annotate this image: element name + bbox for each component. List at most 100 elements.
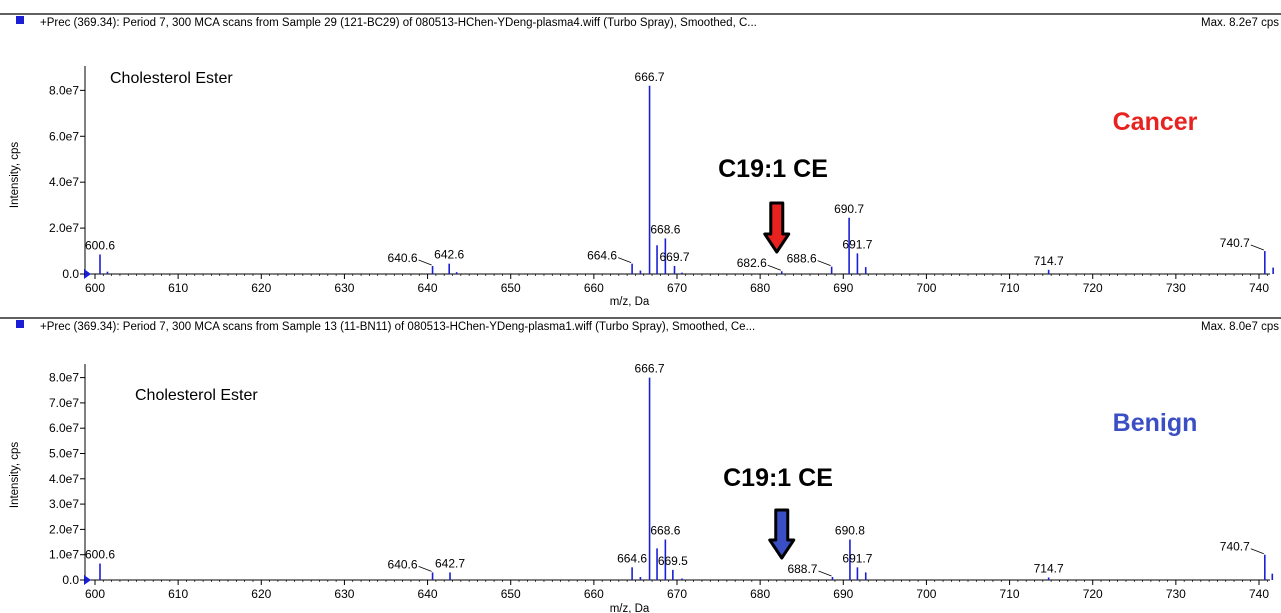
peak-label: 688.7 <box>787 562 817 576</box>
peak-label: 740.7 <box>1220 236 1250 250</box>
peak-label: 642.6 <box>434 248 464 262</box>
peak-label: 640.6 <box>388 557 418 571</box>
x-axis-title: m/z, Da <box>610 296 650 308</box>
y-tick-label: 2.0e7 <box>49 221 79 235</box>
peak-leader <box>817 260 831 267</box>
peak-leader <box>418 259 432 266</box>
x-tick-label: 660 <box>584 587 604 601</box>
x-tick-label: 650 <box>501 587 521 601</box>
y-tick-label: 3.0e7 <box>49 497 79 511</box>
peak-leader <box>1250 244 1264 251</box>
y-axis-title: Intensity, cps <box>9 142 21 209</box>
peak-label: 668.6 <box>650 222 680 236</box>
panel-inner-title: Cholesterol Ester <box>110 70 233 87</box>
x-tick-label: 600 <box>85 587 105 601</box>
x-tick-label: 640 <box>418 587 438 601</box>
x-tick-label: 670 <box>667 587 687 601</box>
y-tick-label: 4.0e7 <box>49 472 79 486</box>
baseline-marker-icon <box>84 269 91 279</box>
x-tick-label: 680 <box>750 281 770 295</box>
x-tick-label: 700 <box>916 281 936 295</box>
y-tick-label: 7.0e7 <box>49 396 79 410</box>
x-tick-label: 600 <box>85 281 105 295</box>
y-tick-label: 8.0e7 <box>49 83 79 97</box>
x-tick-label: 720 <box>1083 587 1103 601</box>
peak-label: 664.6 <box>617 551 647 565</box>
peak-label: 714.7 <box>1034 561 1064 575</box>
peak-label: 666.7 <box>635 362 665 376</box>
y-axis-title: Intensity, cps <box>9 442 21 509</box>
x-tick-label: 610 <box>168 281 188 295</box>
y-tick-label: 5.0e7 <box>49 446 79 460</box>
scan-header: +Prec (369.34): Period 7, 300 MCA scans … <box>40 17 757 29</box>
peak-label: 669.5 <box>658 554 688 568</box>
peak-leader <box>818 570 832 577</box>
panel-inner-title: Cholesterol Ester <box>135 387 258 404</box>
chart-panel-benign: +Prec (369.34): Period 7, 300 MCA scans … <box>0 317 1281 613</box>
peak-label: 740.7 <box>1220 540 1250 554</box>
peak-leader <box>418 566 432 572</box>
max-intensity-label: Max. 8.0e7 cps <box>1201 321 1279 333</box>
y-tick-label: 4.0e7 <box>49 175 79 189</box>
y-tick-label: 8.0e7 <box>49 371 79 385</box>
max-intensity-label: Max. 8.2e7 cps <box>1201 17 1279 29</box>
trace-color-icon <box>16 320 24 328</box>
x-tick-label: 690 <box>833 587 853 601</box>
x-tick-label: 620 <box>251 281 271 295</box>
condition-label: Benign <box>1113 409 1198 437</box>
callout-label: C19:1 CE <box>723 464 833 492</box>
peak-leader <box>767 264 781 271</box>
x-tick-label: 610 <box>168 587 188 601</box>
x-tick-label: 640 <box>418 281 438 295</box>
peak-label: 690.7 <box>834 202 864 216</box>
peak-label: 688.6 <box>787 252 817 266</box>
peak-label: 682.6 <box>737 256 767 270</box>
x-tick-label: 680 <box>750 587 770 601</box>
chart-panel-cancer: +Prec (369.34): Period 7, 300 MCA scans … <box>0 13 1281 308</box>
x-tick-label: 740 <box>1249 587 1269 601</box>
peak-label: 691.7 <box>842 237 872 251</box>
condition-label: Cancer <box>1113 108 1198 136</box>
x-tick-label: 660 <box>584 281 604 295</box>
peak-label: 691.7 <box>842 551 872 565</box>
peak-label: 690.8 <box>835 524 865 538</box>
peak-label: 669.7 <box>659 250 689 264</box>
peak-leader <box>1250 548 1264 555</box>
y-tick-label: 6.0e7 <box>49 421 79 435</box>
scan-header: +Prec (369.34): Period 7, 300 MCA scans … <box>40 321 755 333</box>
y-tick-label: 0.0 <box>62 573 79 587</box>
trace-color-icon <box>16 16 24 24</box>
x-tick-label: 730 <box>1166 587 1186 601</box>
peak-label: 664.6 <box>587 249 617 263</box>
y-tick-label: 1.0e7 <box>49 548 79 562</box>
x-tick-label: 630 <box>334 281 354 295</box>
y-tick-label: 2.0e7 <box>49 522 79 536</box>
x-tick-label: 710 <box>1000 281 1020 295</box>
x-axis-title: m/z, Da <box>610 603 650 613</box>
y-tick-label: 0.0 <box>62 267 79 281</box>
peak-label: 668.6 <box>650 524 680 538</box>
x-tick-label: 720 <box>1083 281 1103 295</box>
peak-label: 666.7 <box>635 70 665 84</box>
y-tick-label: 6.0e7 <box>49 129 79 143</box>
peak-leader <box>617 257 632 264</box>
callout-label: C19:1 CE <box>718 155 828 183</box>
x-tick-label: 700 <box>916 587 936 601</box>
x-tick-label: 710 <box>1000 587 1020 601</box>
down-arrow-icon <box>763 201 791 254</box>
x-tick-label: 690 <box>833 281 853 295</box>
peak-label: 600.6 <box>85 238 115 252</box>
x-tick-label: 740 <box>1249 281 1269 295</box>
x-tick-label: 670 <box>667 281 687 295</box>
peak-label: 600.6 <box>85 548 115 562</box>
x-tick-label: 630 <box>334 587 354 601</box>
down-arrow-icon <box>768 508 796 560</box>
x-tick-label: 620 <box>251 587 271 601</box>
x-tick-label: 730 <box>1166 281 1186 295</box>
x-tick-label: 650 <box>501 281 521 295</box>
peak-label: 642.7 <box>435 556 465 570</box>
peak-label: 640.6 <box>388 251 418 265</box>
peak-label: 714.7 <box>1034 254 1064 268</box>
baseline-marker-icon <box>84 575 91 585</box>
